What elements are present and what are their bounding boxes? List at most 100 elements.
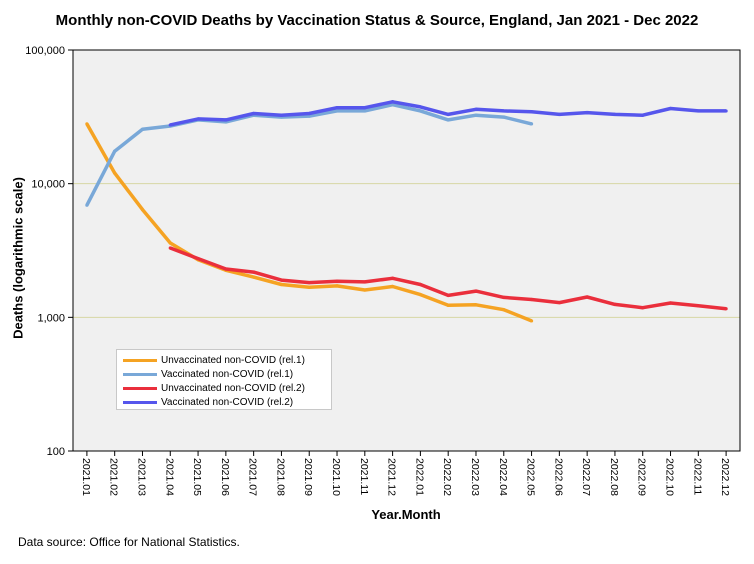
data-point [307,114,311,118]
x-tick-label: 2022.12 [719,458,731,496]
y-axis-label: Deaths (logarithmic scale) [10,177,26,339]
x-tick-label: 2021.07 [247,458,259,496]
data-point [196,117,200,121]
legend-label: Vaccinated non-COVID (rel.2) [161,396,294,408]
y-tick-label: 100,000 [25,45,65,57]
data-point [113,149,117,153]
legend-item: Vaccinated non-COVID (rel.1) [123,367,331,381]
legend-swatch [123,372,157,376]
data-point [363,109,367,113]
legend-item: Vaccinated non-COVID (rel.2) [123,395,331,409]
data-point [363,280,367,284]
x-tick-label: 2021.06 [219,458,231,496]
data-point [557,112,561,116]
data-point [252,270,256,274]
data-point [474,289,478,293]
legend-swatch [123,358,157,362]
legend-label: Unvaccinated non-COVID (rel.2) [161,382,305,394]
data-point [724,109,728,113]
data-point [668,301,673,305]
data-point [446,112,450,116]
data-point [140,127,145,131]
x-tick-label: 2021.10 [330,458,342,496]
data-point [529,297,534,302]
data-point [585,295,589,299]
data-point [391,276,395,280]
data-point [307,111,311,116]
data-point [391,284,395,289]
data-point [502,115,506,119]
legend-item: Unvaccinated non-COVID (rel.2) [123,381,331,395]
data-point [335,106,339,110]
data-point [418,105,422,109]
y-tick-label: 10,000 [31,179,65,191]
legend: Unvaccinated non-COVID (rel.1) Vaccinate… [116,349,332,410]
data-point [140,207,145,212]
data-point [335,109,339,113]
x-tick-label: 2021.09 [302,458,314,496]
y-tick-label: 1,000 [37,312,65,324]
data-point [418,109,422,113]
legend-label: Vaccinated non-COVID (rel.1) [161,368,294,380]
data-point [724,307,728,311]
data-point [613,302,617,306]
data-point [557,300,561,305]
data-point [363,106,367,110]
data-point [502,109,506,113]
x-tick-label: 2022.01 [413,458,425,496]
data-point [85,122,89,126]
data-point [502,295,506,299]
data-point [279,113,284,117]
data-point [641,306,645,310]
data-point [613,112,617,116]
x-tick-label: 2022.09 [636,458,648,496]
data-point [196,257,200,261]
x-tick-label: 2021.12 [386,458,398,496]
x-tick-label: 2021.11 [358,458,370,495]
x-tick-label: 2022.05 [525,458,537,496]
x-axis-label: Year.Month [371,507,441,522]
data-point [335,284,339,288]
data-point [418,292,422,297]
data-point [113,171,117,175]
x-tick-label: 2021.01 [80,458,92,496]
legend-item: Unvaccinated non-COVID (rel.1) [123,353,331,367]
legend-label: Unvaccinated non-COVID (rel.1) [161,354,305,366]
data-point [446,293,450,297]
data-point [474,107,478,111]
x-tick-label: 2021.03 [135,458,147,496]
x-tick-label: 2021.04 [163,458,175,496]
data-point [696,109,700,113]
x-tick-label: 2022.10 [664,458,676,496]
data-point [391,100,395,104]
data-point [224,267,228,271]
data-point [307,280,311,285]
data-point [279,278,284,282]
data-point [474,113,478,117]
data-point [529,110,534,114]
chart-title: Monthly non-COVID Deaths by Vaccination … [55,12,699,29]
data-point [446,118,450,122]
data-point [335,279,339,283]
legend-swatch [123,400,157,404]
data-point [224,118,228,122]
data-point [529,319,534,323]
data-point [502,308,506,312]
data-point [668,106,673,111]
data-point [252,111,256,116]
data-point [279,282,284,287]
x-tick-label: 2021.05 [191,458,203,496]
source-note: Data source: Office for National Statist… [18,535,240,549]
data-point [529,122,534,126]
x-tick-label: 2022.03 [469,458,481,496]
x-tick-label: 2022.08 [608,458,620,496]
data-point [641,113,645,117]
x-tick-label: 2022.04 [497,458,509,496]
data-point [696,304,700,308]
x-tick-label: 2022.07 [580,458,592,496]
data-point [363,288,367,292]
data-point [418,282,422,287]
plot-frame [72,49,741,452]
x-tick-label: 2022.11 [691,458,703,495]
